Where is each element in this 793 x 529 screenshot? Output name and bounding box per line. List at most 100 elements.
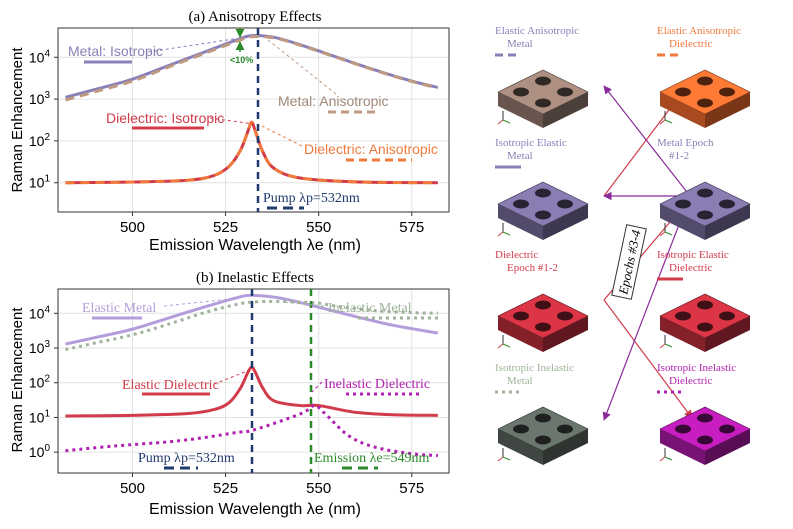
structure-block-left [498, 429, 543, 465]
structure-hole [513, 199, 529, 209]
axis-x [497, 343, 504, 349]
panel-a-title: (a) Anisotropy Effects [188, 9, 321, 25]
structure-hole [557, 311, 573, 321]
leader-inelastic-metal [281, 301, 325, 307]
panel-b-emission-label: Emission λe=549nm [314, 451, 430, 466]
structure-hole [697, 210, 713, 220]
structure-label-line2: Metal [507, 375, 533, 387]
panel-b-ylabel: Raman Enhancement [9, 307, 26, 453]
arrow-to-inelastic-metal [602, 195, 691, 421]
leader-dielectric-anisotropic [261, 125, 303, 147]
structure-hole [675, 424, 691, 434]
structure-hole [697, 188, 713, 198]
structure-hole [535, 98, 551, 108]
y-tick-label: 104 [29, 304, 51, 321]
axis-x [497, 456, 504, 462]
structure-hole [719, 199, 735, 209]
structure-hole [697, 413, 713, 423]
structure-block-left [660, 316, 705, 352]
structure-hole [513, 87, 529, 97]
structure-hole [675, 311, 691, 321]
panel-b-title: (b) Inelastic Effects [196, 270, 314, 286]
axis-x [659, 231, 666, 237]
structure-hole [719, 424, 735, 434]
structure-hole [535, 300, 551, 310]
panel-a-frame [57, 27, 450, 213]
structure-hole [719, 311, 735, 321]
y-tick-label: 101 [29, 408, 51, 425]
series-dielectric-anisotropic [65, 120, 438, 185]
axis-x [497, 119, 504, 125]
series-inelastic-metal [65, 299, 438, 352]
axis-x [659, 119, 666, 125]
structure-hole [697, 98, 713, 108]
series-metal-anisotropic [65, 34, 439, 102]
structure-hole [535, 322, 551, 332]
y-tick-label: 102 [29, 132, 51, 149]
axis-x [497, 231, 504, 237]
structure-block-right [543, 92, 588, 128]
x-tick-label: 575 [399, 480, 424, 497]
axis-y [664, 119, 673, 124]
legend-metal-anisotropic: Metal: Anisotropic [278, 93, 389, 109]
legend-dielectric-anisotropic: Dielectric: Anisotropic [304, 141, 438, 157]
drop-label: <10% [230, 55, 253, 65]
structure-hole [535, 413, 551, 423]
y-tick-label: 103 [29, 90, 51, 107]
legend-elastic-metal: Elastic Metal [82, 301, 156, 316]
structure-block-right [543, 316, 588, 352]
structure-label-line1: Dielectric [495, 249, 538, 261]
legend-inelastic-dielectric: Inelastic Dielectric [324, 377, 430, 392]
structure-label-line1: Isotropic Inelastic [657, 362, 736, 374]
leader-metal-anisotropic [267, 39, 337, 95]
axis-x [659, 456, 666, 462]
x-tick-label: 525 [213, 480, 238, 497]
leader-dielectric-isotropic [209, 117, 255, 125]
structure-hole [513, 424, 529, 434]
panel-a: (a) Anisotropy Effects 500 525 550 575 101 10… [9, 9, 450, 254]
panel-a-series [65, 33, 439, 185]
structure-label-line2: Dielectric [669, 375, 712, 387]
structure-label-line2: Metal [507, 38, 533, 50]
panel-a-pump-label: Pump λp=532nm [263, 191, 360, 206]
structure-label-line1: Isotropic Elastic [657, 249, 729, 261]
structure-hole [697, 322, 713, 332]
axis-y [664, 343, 673, 348]
arrow-to-inelastic-dielectric [603, 299, 693, 419]
leader-elastic-metal [163, 297, 241, 307]
panel-b-pump-label: Pump λp=532nm [138, 451, 235, 466]
legend-dielectric-isotropic: Dielectric: Isotropic [106, 110, 224, 126]
axis-y [502, 456, 511, 461]
axis-y [502, 119, 511, 124]
panel-b-frame [57, 288, 450, 474]
structure-block-left [498, 316, 543, 352]
structure-hole [697, 76, 713, 86]
structure-block-right [705, 204, 750, 240]
panel-b-xlabel: Emission Wavelength λe (nm) [149, 501, 361, 518]
y-tick-label: 101 [29, 174, 51, 191]
structure-label-line1: Metal Epoch [657, 137, 714, 149]
y-tick-label: 103 [29, 339, 51, 356]
structure-hole [697, 300, 713, 310]
structure-hole [535, 210, 551, 220]
axis-x [659, 343, 666, 349]
leader-elastic-dielectric [213, 369, 251, 385]
structure-block-right [705, 92, 750, 128]
structure-block-left [660, 92, 705, 128]
structure-block-right [543, 429, 588, 465]
axis-y [664, 456, 673, 461]
structure-label-line1: Elastic Anisotropic [657, 25, 741, 37]
panel-a-ylabel: Raman Enhancement [9, 47, 26, 193]
y-tick-label: 104 [29, 48, 51, 65]
structure-label-line1: Elastic Anisotropic [495, 25, 579, 37]
structures-panel: Epochs #3-4 Elastic AnisotropicMetalElas… [495, 25, 751, 465]
structure-block-right [543, 204, 588, 240]
structure-label-line2: #1-2 [669, 150, 689, 162]
